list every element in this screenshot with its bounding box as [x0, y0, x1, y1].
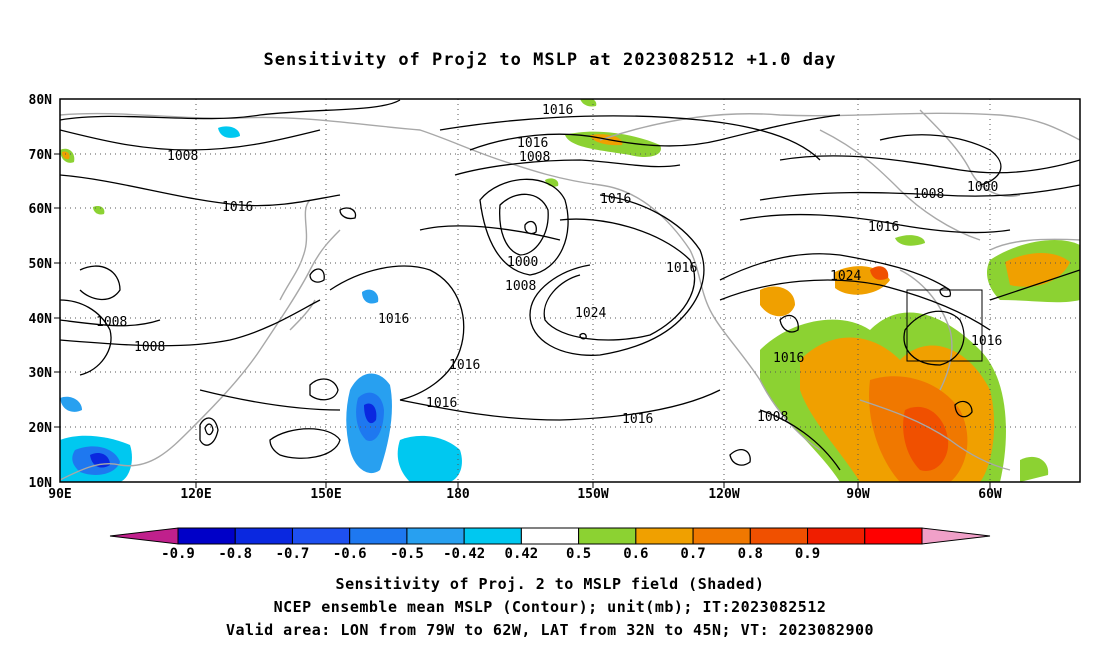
caption-line-3: Valid area: LON from 79W to 62W, LAT fro… [225, 621, 875, 639]
contour-label: 1016 [542, 103, 573, 118]
latitude-labels: 80N 70N 60N 50N 40N 30N 20N 10N [29, 93, 53, 491]
contour-label: 1016 [868, 220, 899, 235]
colorbar-cell [807, 527, 866, 545]
negative-sensitivity-shading [60, 126, 462, 482]
contour-label: 1016 [971, 334, 1002, 349]
colorbar-label: -0.7 [276, 546, 310, 562]
colorbar-label: 0.6 [623, 546, 648, 562]
lat-label: 30N [29, 366, 53, 381]
colorbar-cell [578, 527, 637, 545]
contour-label: 1016 [666, 261, 697, 276]
lon-label: 90W [846, 487, 870, 502]
contour-label: 1024 [575, 306, 606, 321]
lat-label: 20N [29, 421, 53, 436]
map-title: Sensitivity of Proj2 to MSLP at 20230825… [263, 50, 837, 70]
lon-label: 150E [310, 487, 341, 502]
contour-label: 1016 [517, 136, 548, 151]
colorbar-labels: -0.9 -0.8 -0.7 -0.6 -0.5 -0.42 0.42 0.5 0.6 0.7 0.… [161, 546, 820, 562]
contour-label: 1016 [222, 200, 253, 215]
gridlines [60, 99, 1080, 482]
colorbar-low-triangle [109, 527, 179, 545]
contour-label: 1008 [913, 187, 944, 202]
lon-label: 150W [577, 487, 608, 502]
colorbar-cell [463, 527, 522, 545]
lon-label: 60W [978, 487, 1002, 502]
colorbar-label: 0.8 [738, 546, 763, 562]
lon-label: 90E [48, 487, 71, 502]
caption-line-1: Sensitivity of Proj. 2 to MSLP field (Sh… [335, 575, 765, 593]
colorbar-cell [177, 527, 236, 545]
contour-label: 1016 [378, 312, 409, 327]
colorbar-cell [635, 527, 694, 545]
mslp-contours [60, 99, 1080, 471]
colorbar: -0.9 -0.8 -0.7 -0.6 -0.5 -0.42 0.42 0.5 0.6 0.7 0.… [109, 527, 991, 562]
lat-label: 10N [29, 476, 53, 491]
contour-label: 1008 [519, 150, 550, 165]
lon-label: 120W [708, 487, 739, 502]
contour-label: 1016 [426, 396, 457, 411]
lat-label: 70N [29, 148, 53, 163]
coastlines [60, 109, 1080, 481]
contour-label: 1016 [449, 358, 480, 373]
contour-label: 1016 [600, 192, 631, 207]
lat-label: 50N [29, 257, 53, 272]
contour-label: 1024 [830, 269, 861, 284]
positive-sensitivity-shading [60, 99, 1080, 482]
colorbar-cell [864, 527, 923, 545]
axis-ticks [54, 153, 991, 488]
colorbar-cell [291, 527, 351, 545]
caption-line-2: NCEP ensemble mean MSLP (Contour); unit(… [273, 598, 827, 616]
colorbar-label: -0.8 [218, 546, 252, 562]
colorbar-cell [349, 527, 408, 545]
colorbar-label: 0.7 [680, 546, 705, 562]
contour-label: 1000 [967, 180, 998, 195]
colorbar-cell [234, 527, 293, 545]
colorbar-label: -0.9 [161, 546, 195, 562]
lat-label: 80N [29, 93, 53, 108]
plot-frame [59, 98, 1081, 483]
colorbar-cell [520, 527, 580, 545]
colorbar-cell [406, 527, 465, 545]
contour-label: 1008 [167, 149, 198, 164]
colorbar-label: -0.42 [443, 546, 485, 562]
lat-label: 40N [29, 312, 53, 327]
colorbar-label: -0.6 [333, 546, 367, 562]
colorbar-label: 0.42 [505, 546, 539, 562]
contour-label: 1008 [96, 315, 127, 330]
contour-label: 1008 [505, 279, 536, 294]
lon-label: 120E [180, 487, 211, 502]
lat-label: 60N [29, 202, 53, 217]
contour-label: 1000 [507, 255, 538, 270]
contour-label: 1008 [134, 340, 165, 355]
colorbar-cell [749, 527, 809, 545]
lon-label: 180 [446, 487, 470, 502]
valid-area-box [906, 289, 983, 362]
contour-label: 1008 [757, 410, 788, 425]
colorbar-cells [177, 527, 923, 545]
longitude-labels: 90E 120E 150E 180 150W 120W 90W 60W [48, 487, 1002, 502]
contour-label: 1016 [773, 351, 804, 366]
contour-label: 1016 [622, 412, 653, 427]
colorbar-label: -0.5 [390, 546, 424, 562]
colorbar-high-triangle [921, 527, 991, 545]
colorbar-label: 0.9 [795, 546, 820, 562]
colorbar-label: 0.5 [566, 546, 591, 562]
contour-label-group: 1016 1016 1008 1008 1016 1016 1000 1008 … [96, 103, 1002, 427]
colorbar-cell [692, 527, 751, 545]
